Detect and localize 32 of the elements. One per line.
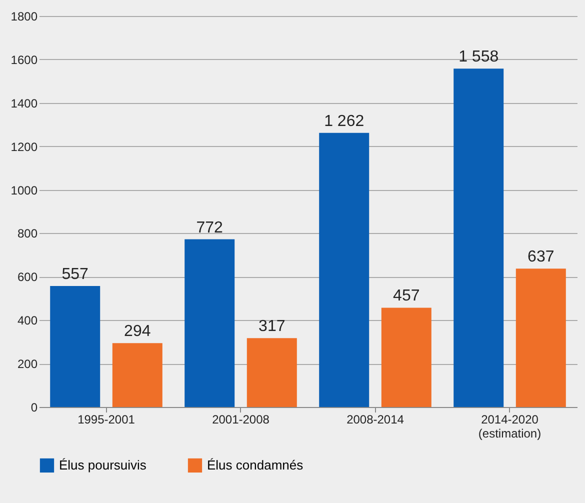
data-label: 637: [528, 248, 554, 266]
y-tick-label: 1400: [10, 96, 38, 110]
y-tick-label: 200: [17, 357, 38, 372]
data-label: 294: [124, 323, 151, 340]
y-tick-label: 1200: [10, 140, 38, 154]
legend-label: Élus condamnés: [207, 457, 304, 472]
bar: [381, 308, 432, 407]
bar: [454, 68, 504, 407]
data-label: 1 558: [458, 48, 499, 66]
data-label: 1 262: [324, 112, 364, 130]
bar: [246, 338, 297, 407]
y-tick-label: 800: [17, 226, 38, 241]
data-label: 772: [196, 219, 224, 236]
bar: [184, 239, 235, 407]
y-tick-label: 1600: [10, 52, 38, 67]
bar: [50, 286, 100, 407]
legend-label: Élus poursuivis: [59, 457, 147, 472]
x-tick-label: 2001-2008: [212, 412, 270, 426]
bar: [516, 268, 566, 407]
bar: [112, 343, 162, 407]
y-tick-label: 0: [30, 400, 38, 414]
y-tick-label: 1800: [10, 10, 38, 24]
x-tick-label: 2014-2020 (estimation): [478, 412, 542, 440]
y-tick-label: 1000: [10, 183, 38, 198]
y-tick-label: 600: [17, 270, 38, 284]
y-tick-label: 400: [17, 314, 38, 328]
x-tick-label: 2008-2014: [346, 412, 404, 426]
data-label: 317: [258, 318, 286, 336]
bar: [319, 132, 370, 407]
data-label: 457: [393, 288, 420, 305]
data-label: 557: [62, 266, 89, 284]
x-tick-label: 1995-2001: [78, 412, 136, 426]
